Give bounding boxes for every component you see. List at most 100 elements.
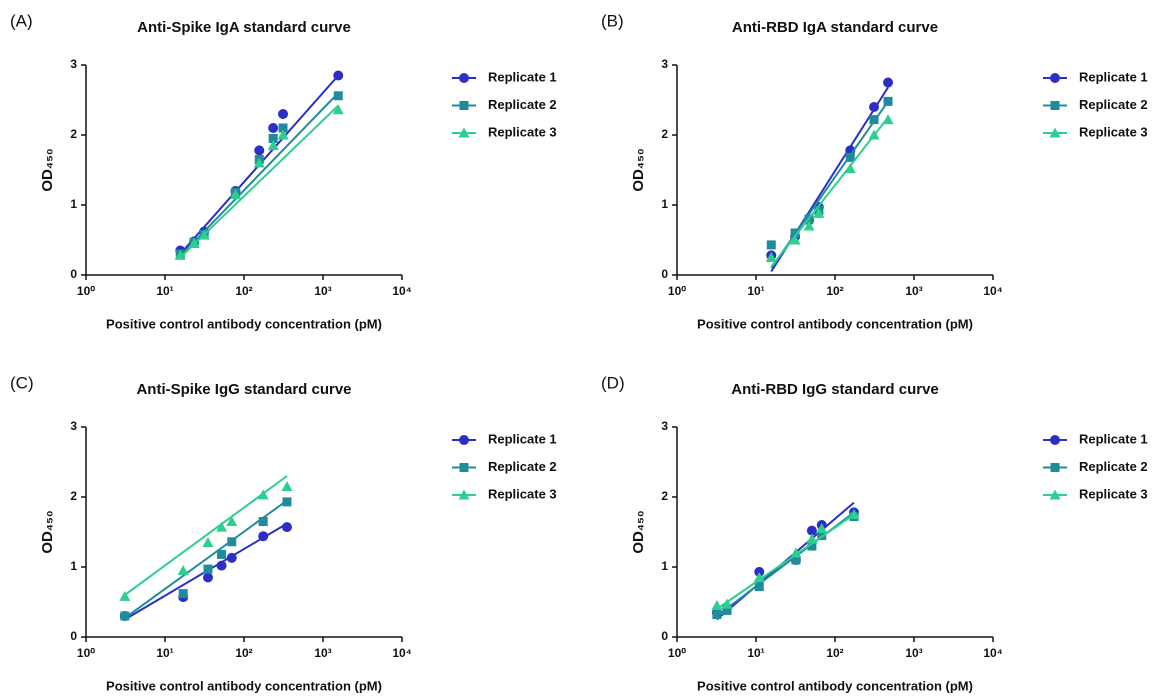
data-point: [817, 531, 827, 540]
legend-label: Replicate 2: [488, 459, 557, 474]
x-tick-label: 10⁴: [392, 284, 411, 298]
data-point: [258, 517, 268, 526]
data-point: [722, 605, 732, 615]
legend-label: Replicate 2: [488, 97, 557, 112]
y-tick-label: 3: [661, 57, 668, 71]
legend-label: Replicate 3: [488, 486, 557, 501]
data-point: [333, 91, 343, 101]
data-point: [869, 115, 879, 125]
legend-marker: [1050, 435, 1060, 445]
y-axis-label: OD₄₅₀: [39, 510, 56, 553]
data-point: [226, 516, 238, 526]
data-point: [278, 123, 288, 133]
chart-title: Anti-Spike IgA standard curve: [137, 19, 351, 36]
y-tick-label: 1: [70, 559, 77, 573]
chart-title: Anti-RBD IgA standard curve: [732, 19, 938, 36]
data-point: [282, 497, 292, 507]
x-tick-label: 10⁰: [668, 284, 686, 298]
data-point: [253, 157, 265, 168]
legend-marker: [1049, 489, 1061, 500]
data-point: [258, 531, 269, 542]
data-point: [198, 229, 210, 240]
data-point: [332, 104, 344, 115]
data-point: [119, 590, 131, 601]
x-tick-label: 10¹: [156, 284, 173, 298]
data-point: [268, 123, 279, 133]
y-tick-label: 0: [661, 629, 668, 643]
data-point: [753, 572, 765, 582]
legend-marker: [1050, 101, 1060, 110]
y-tick-label: 3: [70, 57, 77, 71]
data-point: [816, 523, 828, 533]
chart-title: Anti-Spike IgG standard curve: [136, 381, 351, 398]
data-point: [868, 129, 880, 140]
data-point: [257, 489, 269, 500]
data-point: [226, 552, 237, 563]
data-point: [281, 481, 293, 491]
data-point: [203, 564, 213, 574]
x-tick-label: 10²: [235, 646, 252, 660]
x-axis-label: Positive control antibody concentration …: [106, 678, 382, 693]
data-point: [712, 610, 722, 620]
y-tick-label: 0: [661, 267, 668, 281]
data-point: [202, 537, 214, 547]
legend-label: Replicate 3: [488, 124, 557, 139]
data-point: [883, 96, 893, 106]
legend-label: Replicate 1: [488, 431, 557, 446]
legend-label: Replicate 1: [488, 69, 557, 84]
panel-label: (B): [601, 11, 624, 30]
panel: (C) Anti-Spike IgG standard curve 0 1 2 3 10⁰ 1…: [10, 373, 557, 693]
data-point: [229, 189, 241, 199]
legend-marker: [1049, 127, 1061, 138]
data-point: [178, 589, 188, 599]
data-point: [254, 145, 265, 156]
panel-label: (C): [10, 373, 34, 392]
y-tick-label: 3: [70, 419, 77, 433]
legend-marker: [459, 463, 469, 472]
data-point: [844, 163, 856, 174]
legend-marker: [459, 73, 469, 83]
x-axis-label: Positive control antibody concentration …: [697, 678, 973, 693]
data-point: [806, 525, 817, 536]
fit-line: [716, 513, 855, 610]
panel: (D) Anti-RBD IgG standard curve 0 1 2 3 10⁰ 10¹…: [601, 373, 1148, 693]
x-tick-label: 10³: [314, 284, 331, 298]
legend-label: Replicate 1: [1079, 69, 1148, 84]
y-axis-label: OD₄₅₀: [39, 148, 56, 191]
data-point: [277, 129, 289, 140]
x-axis-label: Positive control antibody concentration …: [106, 316, 382, 331]
data-point: [120, 611, 130, 621]
legend-marker: [459, 435, 469, 445]
x-tick-label: 10¹: [156, 646, 173, 660]
data-point: [177, 565, 189, 575]
fit-line: [179, 104, 339, 259]
y-tick-label: 2: [70, 127, 77, 141]
y-axis-label: OD₄₅₀: [630, 510, 647, 553]
data-point: [789, 234, 801, 245]
legend-label: Replicate 2: [1079, 459, 1148, 474]
legend-marker: [459, 101, 469, 110]
data-point: [806, 533, 818, 544]
x-tick-label: 10⁴: [983, 284, 1002, 298]
data-point: [790, 228, 800, 238]
legend-marker: [458, 489, 470, 500]
data-point: [869, 102, 880, 112]
x-tick-label: 10⁰: [77, 646, 95, 660]
panel: (B) Anti-RBD IgA standard curve 0 1 2 3 10⁰ 10¹…: [601, 11, 1148, 331]
data-point: [278, 109, 289, 119]
y-axis-label: OD₄₅₀: [630, 148, 647, 191]
legend-label: Replicate 3: [1079, 486, 1148, 501]
x-tick-label: 10⁴: [392, 646, 411, 660]
x-tick-label: 10⁰: [77, 284, 95, 298]
fit-line: [770, 116, 889, 268]
y-tick-label: 2: [70, 489, 77, 503]
x-tick-label: 10²: [826, 284, 843, 298]
data-point: [281, 522, 292, 533]
y-tick-label: 1: [70, 197, 77, 211]
y-tick-label: 1: [661, 197, 668, 211]
fit-line: [179, 92, 339, 257]
x-axis-label: Positive control antibody concentration …: [697, 316, 973, 331]
x-tick-label: 10¹: [747, 284, 764, 298]
x-tick-label: 10³: [314, 646, 331, 660]
